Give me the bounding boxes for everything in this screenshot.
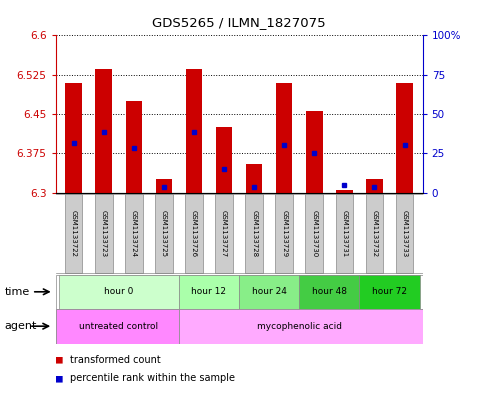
Bar	[396, 194, 413, 274]
Bar	[56, 309, 179, 344]
Text: GSM1133725: GSM1133725	[161, 210, 167, 257]
Text: transformed count: transformed count	[70, 354, 161, 365]
Bar	[65, 194, 83, 274]
Bar	[58, 275, 179, 309]
Bar	[155, 194, 173, 274]
Bar	[179, 309, 423, 344]
Text: GSM1133727: GSM1133727	[221, 210, 227, 257]
Text: hour 12: hour 12	[191, 287, 227, 296]
Bar	[179, 275, 239, 309]
Text: GSM1133723: GSM1133723	[100, 210, 107, 257]
Text: GSM1133726: GSM1133726	[191, 210, 197, 257]
Bar	[275, 194, 293, 274]
Bar	[245, 194, 263, 274]
Text: agent: agent	[5, 321, 37, 331]
Bar	[366, 180, 383, 193]
Text: GSM1133722: GSM1133722	[71, 210, 77, 257]
Bar	[216, 127, 232, 193]
Bar	[185, 70, 202, 193]
Bar	[276, 83, 293, 193]
Bar	[246, 164, 262, 193]
Text: ■: ■	[56, 354, 62, 365]
Text: untreated control: untreated control	[79, 322, 158, 331]
Bar	[65, 83, 82, 193]
Text: hour 72: hour 72	[372, 287, 407, 296]
Bar	[299, 275, 359, 309]
Text: mycophenolic acid: mycophenolic acid	[257, 322, 342, 331]
Text: hour 48: hour 48	[312, 287, 347, 296]
Text: time: time	[5, 287, 30, 297]
Text: hour 24: hour 24	[252, 287, 286, 296]
Text: GSM1133733: GSM1133733	[401, 210, 408, 257]
Text: GSM1133730: GSM1133730	[312, 210, 317, 257]
Bar	[305, 194, 323, 274]
Bar	[215, 194, 233, 274]
Text: GSM1133732: GSM1133732	[371, 210, 378, 257]
Bar	[396, 83, 413, 193]
Text: GDS5265 / ILMN_1827075: GDS5265 / ILMN_1827075	[152, 16, 326, 29]
Bar	[239, 275, 299, 309]
Bar	[125, 194, 142, 274]
Text: percentile rank within the sample: percentile rank within the sample	[70, 373, 235, 383]
Text: GSM1133728: GSM1133728	[251, 210, 257, 257]
Text: hour 0: hour 0	[104, 287, 133, 296]
Bar	[366, 194, 384, 274]
Bar	[185, 194, 203, 274]
Text: GSM1133731: GSM1133731	[341, 210, 347, 257]
Bar	[336, 190, 353, 193]
Bar	[306, 111, 323, 193]
Bar	[359, 275, 420, 309]
Text: ■: ■	[56, 373, 62, 383]
Bar	[126, 101, 142, 193]
Text: GSM1133729: GSM1133729	[281, 210, 287, 257]
Text: GSM1133724: GSM1133724	[131, 210, 137, 257]
Bar	[96, 70, 112, 193]
Bar	[336, 194, 353, 274]
Bar	[95, 194, 113, 274]
Bar	[156, 180, 172, 193]
